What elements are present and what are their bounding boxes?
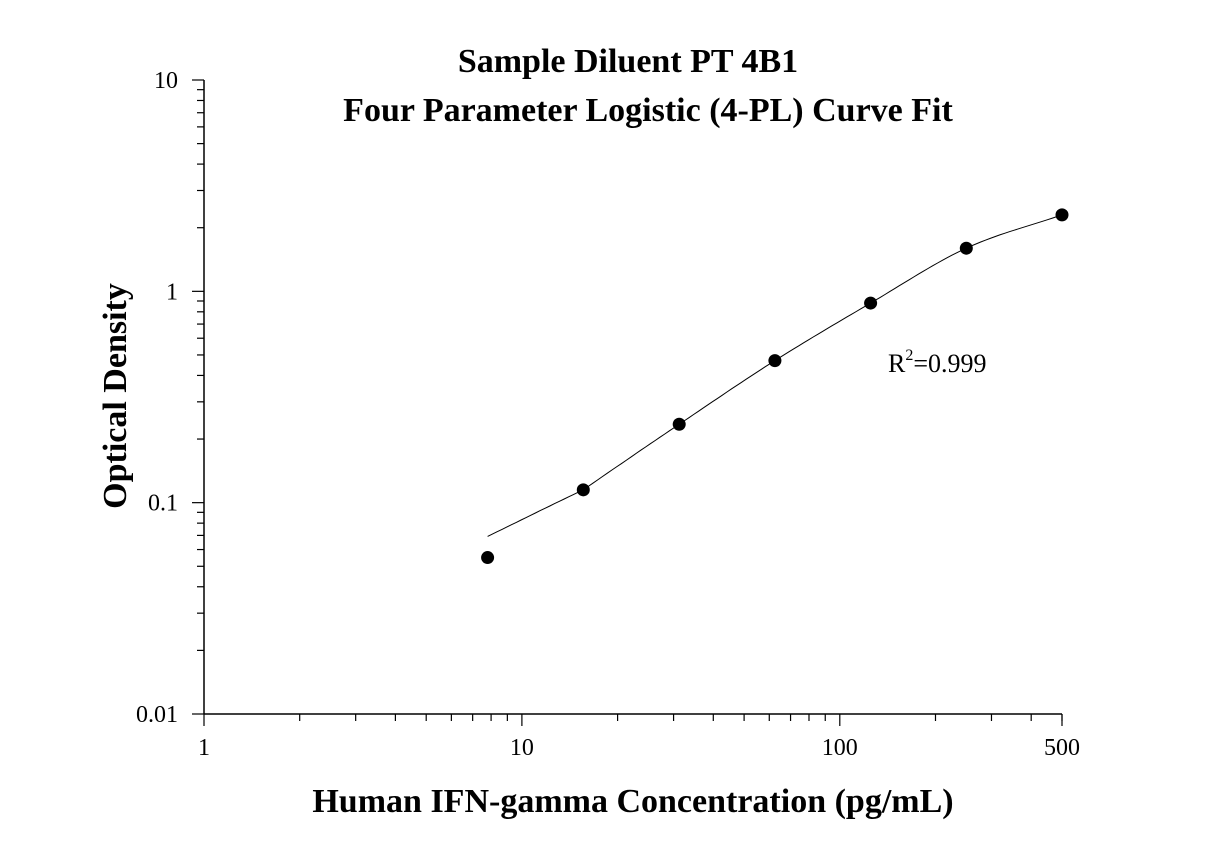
- data-points: [481, 208, 1069, 565]
- y-axis-title: Optical Density: [97, 283, 134, 509]
- y-tick-label: 0.01: [136, 702, 178, 728]
- data-point: [1055, 208, 1069, 222]
- r-squared-value: =0.999: [913, 349, 986, 378]
- y-tick-label: 0.1: [148, 491, 178, 517]
- data-point: [959, 241, 973, 255]
- y-tick-label: 1: [166, 279, 178, 305]
- chart-title-line-1: Sample Diluent PT 4B1: [458, 43, 798, 80]
- r-squared-base: R: [888, 349, 906, 378]
- r-squared-superscript: 2: [905, 347, 913, 364]
- x-tick-label: 1: [198, 735, 210, 761]
- x-tick-label: 500: [1044, 735, 1080, 761]
- x-tick-label: 10: [510, 735, 534, 761]
- axes: 1 10 100 500 0.01 0.1 1 10: [136, 68, 1080, 761]
- x-tick-label: 100: [822, 735, 858, 761]
- r-squared-annotation: R2=0.999: [888, 347, 987, 378]
- data-point: [481, 551, 495, 565]
- x-axis-title: Human IFN-gamma Concentration (pg/mL): [312, 783, 953, 820]
- y-tick-label: 10: [154, 68, 178, 94]
- data-point: [768, 354, 782, 368]
- data-point: [672, 417, 686, 431]
- chart-title-line-2: Four Parameter Logistic (4-PL) Curve Fit: [343, 92, 953, 129]
- data-point: [864, 296, 878, 310]
- data-point: [576, 483, 590, 497]
